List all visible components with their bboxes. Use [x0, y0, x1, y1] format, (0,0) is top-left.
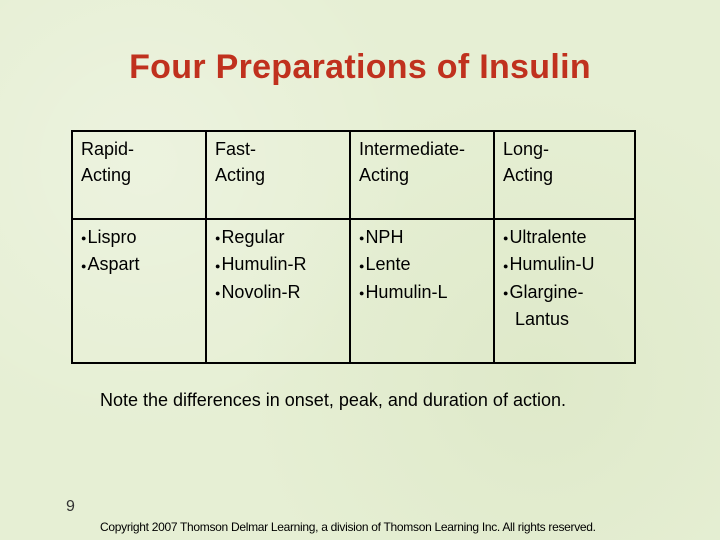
cell-fast-acting: ●Regular ●Humulin-R ●Novolin-R [207, 220, 351, 362]
item-label: Humulin-R [221, 254, 307, 275]
list-item: ●NPH [359, 224, 493, 251]
bullet-icon: ● [215, 287, 221, 298]
list-item: ●Humulin-U [503, 251, 634, 278]
note-text: Note the differences in onset, peak, and… [100, 390, 566, 410]
header-rapid-acting: Rapid- Acting [73, 132, 207, 220]
item-label: Regular [221, 227, 285, 247]
header-line: Acting [359, 165, 410, 185]
list-item: ●Glargine- [503, 279, 634, 306]
cell-intermediate-acting: ●NPH ●Lente ●Humulin-L [351, 220, 495, 362]
list-item: ●Novolin-R [215, 279, 349, 306]
bullet-icon: ● [215, 260, 221, 271]
page-number: 9 [66, 498, 75, 515]
bullet-icon: ● [503, 260, 509, 271]
item-label: Glargine- [509, 281, 584, 302]
item-label: NPH [365, 227, 404, 247]
list-item: ●Lispro [81, 224, 205, 251]
item-label: Humulin-U [509, 254, 595, 275]
list-item: ●Regular [215, 224, 349, 251]
list-item: ●Lente [359, 251, 493, 278]
bullet-icon: ● [503, 233, 509, 244]
bullet-icon: ● [81, 233, 87, 244]
header-line: Acting [215, 165, 266, 185]
slide-title: Four Preparations of Insulin [129, 48, 591, 86]
list-item-continuation: Lantus [515, 308, 570, 329]
list-item: ●Aspart [81, 251, 205, 278]
bullet-icon: ● [359, 233, 365, 244]
list-item: ●Ultralente [503, 224, 634, 251]
insulin-table: Rapid- Acting Fast- Acting Intermediate-… [71, 130, 636, 364]
item-label: Lente [365, 254, 411, 275]
header-line: Intermediate- [359, 139, 466, 159]
header-intermediate-acting: Intermediate- Acting [351, 132, 495, 220]
copyright-text: Copyright 2007 Thomson Delmar Learning, … [100, 520, 596, 534]
item-label: Ultralente [509, 227, 587, 247]
bullet-icon: ● [359, 287, 365, 298]
item-label: Novolin-R [221, 281, 301, 302]
bullet-icon: ● [81, 260, 87, 271]
header-fast-acting: Fast- Acting [207, 132, 351, 220]
header-line: Fast- [215, 139, 257, 159]
cell-rapid-acting: ●Lispro ●Aspart [73, 220, 207, 362]
header-long-acting: Long- Acting [495, 132, 634, 220]
list-item: ●Humulin-L [359, 279, 493, 306]
bullet-icon: ● [503, 287, 509, 298]
item-label: Aspart [87, 254, 140, 275]
header-line: Rapid- [81, 139, 135, 159]
item-label: Humulin-L [365, 281, 448, 302]
header-line: Acting [81, 165, 132, 185]
item-label: Lispro [87, 227, 137, 247]
list-item: ●Humulin-R [215, 251, 349, 278]
cell-long-acting: ●Ultralente ●Humulin-U ●Glargine- Lantus [495, 220, 634, 362]
bullet-icon: ● [215, 233, 221, 244]
header-line: Acting [503, 165, 554, 185]
bullet-icon: ● [359, 260, 365, 271]
header-line: Long- [503, 139, 550, 159]
